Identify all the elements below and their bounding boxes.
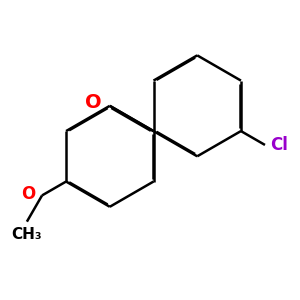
Text: Cl: Cl bbox=[271, 136, 289, 154]
Text: O: O bbox=[21, 185, 35, 203]
Text: O: O bbox=[85, 93, 101, 112]
Text: CH₃: CH₃ bbox=[12, 227, 42, 242]
